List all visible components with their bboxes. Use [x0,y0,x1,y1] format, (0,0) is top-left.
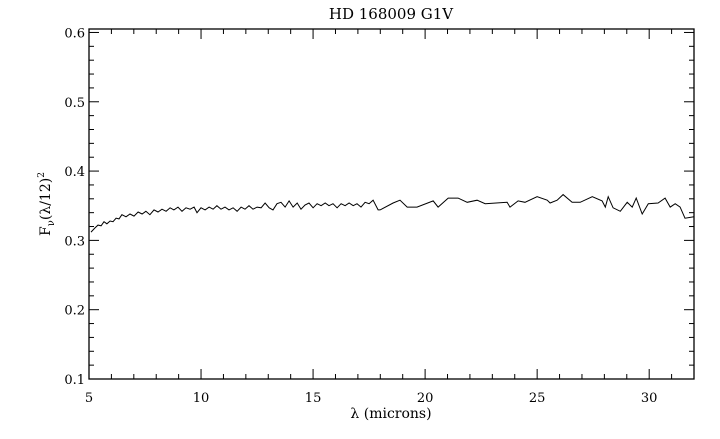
y-tick-labels: 0.1 0.2 0.3 0.4 0.5 0.6 [64,26,85,388]
x-tick-label: 20 [417,391,434,406]
x-tick-labels: 5 10 15 20 25 30 [85,391,658,406]
y-tick-label: 0.4 [64,165,85,180]
y-axis-label: Fν(λ/12)2 [37,172,57,236]
x-axis-label: λ (microns) [350,406,431,422]
x-tick-label: 5 [85,391,93,406]
x-tick-label: 10 [193,391,210,406]
chart-title: HD 168009 G1V [329,5,454,23]
y-tick-label: 0.3 [64,234,85,249]
y-tick-label: 0.1 [64,373,85,388]
series-line-hd168009 [90,193,695,233]
y-tick-label: 0.5 [64,96,85,111]
x-tick-label: 15 [305,391,322,406]
x-tick-label: 30 [641,391,658,406]
axis-ticks [88,29,695,380]
plot-frame [88,28,695,380]
y-tick-label: 0.6 [64,26,85,41]
y-tick-label: 0.2 [64,304,85,319]
x-tick-label: 25 [529,391,546,406]
